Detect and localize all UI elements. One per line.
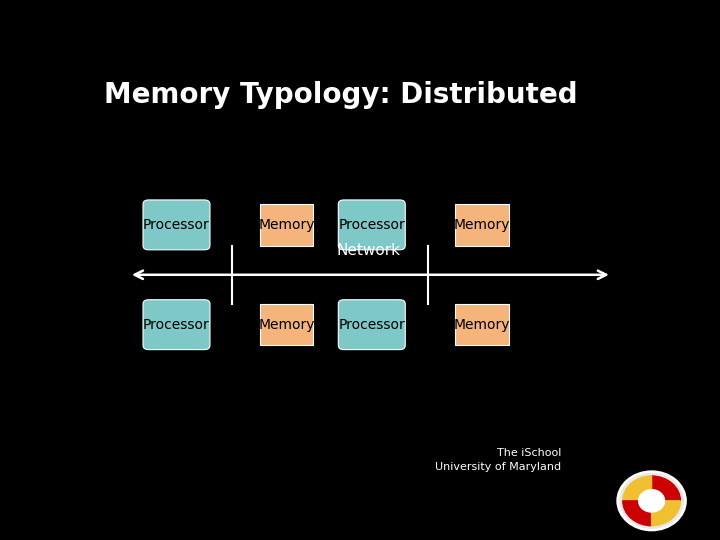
FancyBboxPatch shape [260, 304, 313, 346]
FancyBboxPatch shape [338, 200, 405, 250]
Circle shape [639, 490, 665, 512]
Text: Memory: Memory [258, 318, 315, 332]
Text: Memory Typology: Distributed: Memory Typology: Distributed [104, 82, 577, 110]
Text: Memory: Memory [454, 218, 510, 232]
FancyBboxPatch shape [143, 200, 210, 250]
FancyBboxPatch shape [143, 300, 210, 349]
Wedge shape [652, 501, 680, 526]
Wedge shape [623, 476, 652, 501]
Wedge shape [652, 476, 680, 501]
Text: Network: Network [337, 243, 401, 258]
Text: Processor: Processor [143, 318, 210, 332]
Text: Memory: Memory [454, 318, 510, 332]
Text: Memory: Memory [258, 218, 315, 232]
Text: Processor: Processor [143, 218, 210, 232]
Circle shape [620, 474, 683, 528]
Text: The iSchool: The iSchool [497, 448, 562, 458]
Circle shape [617, 471, 686, 531]
Text: Processor: Processor [338, 318, 405, 332]
FancyBboxPatch shape [260, 204, 313, 246]
Wedge shape [623, 501, 652, 526]
FancyBboxPatch shape [338, 300, 405, 349]
Text: University of Maryland: University of Maryland [436, 462, 562, 472]
Text: Processor: Processor [338, 218, 405, 232]
FancyBboxPatch shape [456, 204, 508, 246]
FancyBboxPatch shape [456, 304, 508, 346]
